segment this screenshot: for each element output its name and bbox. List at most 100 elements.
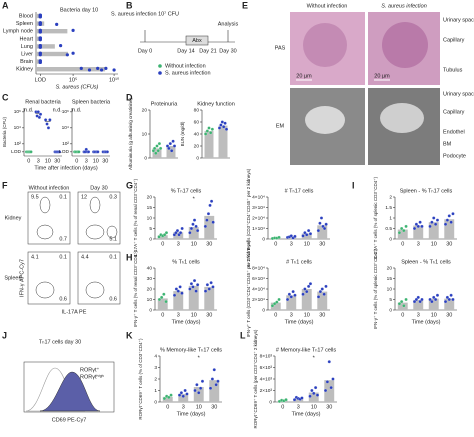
dot [329, 386, 333, 390]
bar [36, 59, 41, 64]
bar [193, 387, 204, 402]
y-tick-label: 1×10⁴ [252, 226, 265, 232]
dot [71, 51, 75, 55]
gate-value: 0.1 [109, 254, 117, 260]
y-tick-label: 2 [154, 376, 157, 382]
x-tick-label: 30 [326, 404, 332, 410]
y-tick-label: 1.5 [385, 205, 392, 211]
x-tick-label: 30 [102, 158, 108, 164]
bar [293, 398, 304, 402]
annotation: * [313, 355, 316, 361]
y-tick-label: 3×10⁴ [252, 205, 265, 211]
y-tick-label: 4×10⁴ [252, 286, 265, 292]
dot [179, 391, 183, 395]
dot [203, 289, 208, 293]
bar [301, 289, 312, 310]
bar [444, 219, 455, 239]
x-tick-label: 3 [417, 241, 420, 247]
bar [428, 222, 439, 239]
x-tick-label: 0 [401, 241, 404, 247]
structure-label: Urinary space [443, 91, 474, 97]
panel-label: I [352, 180, 355, 190]
x-tick-label: 30 [319, 312, 325, 318]
dot [445, 218, 449, 222]
x-tick-label: 10¹⁰ [109, 76, 120, 83]
dot [71, 28, 75, 32]
panel-label: A [2, 0, 9, 10]
y-tick-label: 40 [147, 265, 153, 271]
dot [430, 300, 434, 304]
structure-label: Tubulus [443, 67, 463, 73]
contour [36, 224, 54, 240]
timeline [140, 30, 235, 46]
dot [445, 295, 449, 299]
gate-value: 12 [81, 194, 87, 200]
x-tick-label: 0 [401, 312, 404, 318]
x-tick-label: 10 [304, 312, 310, 318]
dot [277, 297, 281, 302]
dot [156, 149, 160, 153]
dot [185, 392, 189, 396]
y-tick-label: 10⁶ [14, 109, 21, 115]
legend-marker [158, 71, 162, 75]
gate-value: 9.5 [31, 194, 39, 200]
dot [79, 66, 83, 70]
dot [100, 68, 104, 72]
structure-label: Endothel [443, 129, 465, 135]
y-tick-label: LOD [11, 149, 21, 155]
dot [38, 60, 42, 64]
y-axis-label: IFN-γ⁺ T cells (% of renal CD3⁺CD4⁺) [133, 250, 138, 327]
dot [96, 150, 100, 154]
panel-label: D [126, 92, 133, 102]
y-tick-label: 15 [147, 205, 153, 211]
dot [324, 284, 328, 288]
dot [155, 144, 159, 148]
x-axis-label: Time (days) [412, 319, 441, 325]
dot [314, 386, 318, 390]
dot [307, 284, 311, 288]
dot [270, 304, 275, 308]
dot [432, 216, 436, 220]
dot [192, 279, 197, 283]
dot [178, 285, 182, 289]
x-axis-label: Time (days) [285, 319, 314, 325]
chart-title: Tₕ17 cells day 30 [39, 339, 81, 345]
dot [222, 125, 226, 129]
dot [451, 212, 455, 216]
dot [59, 44, 63, 48]
annotation: Abx [192, 38, 202, 44]
flow-plot [77, 251, 121, 305]
y-tick-label: 60 [194, 119, 200, 125]
dot [205, 283, 209, 287]
dot [432, 295, 436, 299]
dot [204, 132, 208, 136]
category-label: Spleen [16, 21, 33, 27]
row-label: PAS [275, 45, 286, 51]
legend-label: S. aureus infection [165, 70, 211, 76]
structure-label: Capillary [443, 109, 465, 115]
y-tick-label: 20 [194, 143, 200, 149]
dot [400, 226, 404, 231]
contour [35, 281, 55, 299]
dot [308, 232, 313, 236]
dot [289, 295, 293, 299]
dot [211, 285, 215, 289]
row-label: Spleen [4, 275, 21, 281]
bar [413, 225, 424, 239]
y-tick-label: 6×10³ [260, 365, 273, 371]
dot [167, 395, 171, 399]
dot [44, 118, 48, 122]
dot [273, 302, 277, 306]
annotation: * [198, 355, 201, 361]
dot [48, 118, 52, 122]
dot [160, 295, 164, 299]
dot [327, 360, 331, 364]
dot [38, 22, 42, 26]
dot [157, 142, 161, 146]
x-tick-label: 3 [297, 404, 300, 410]
legend-label: RORγt⁺ [80, 366, 100, 373]
dot [308, 394, 312, 398]
dot [164, 231, 169, 235]
dot [45, 122, 49, 126]
bar [218, 125, 228, 158]
